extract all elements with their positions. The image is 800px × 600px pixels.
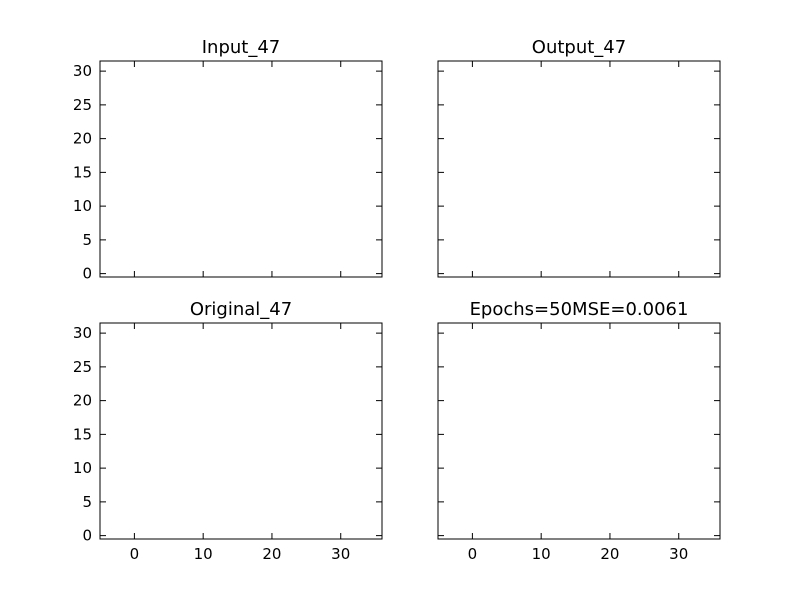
- y-tick-label: 15: [73, 163, 92, 181]
- y-tick-label: 20: [73, 392, 92, 410]
- y-tick-label: 15: [73, 425, 92, 443]
- bird-body: [197, 392, 262, 457]
- y-tick-label: 30: [73, 62, 92, 80]
- x-tick-label: 10: [194, 545, 213, 563]
- axes-frame: [437, 60, 721, 278]
- y-tick-label: 5: [82, 493, 92, 511]
- bird-head: [240, 203, 257, 220]
- panel-input: 0 5 10 15 20 25 30 Input_47: [73, 37, 383, 283]
- y-tick-label: 20: [73, 130, 92, 148]
- image-bird: [189, 81, 261, 219]
- panel-image-original: [189, 343, 261, 481]
- axes-frame: [437, 322, 721, 540]
- y-tick-label: 0: [82, 527, 92, 545]
- y-tick-label: 0: [82, 265, 92, 283]
- image-bird: [189, 343, 261, 481]
- bird-shadow: [527, 81, 596, 150]
- panel-title: Original_47: [190, 299, 292, 320]
- panel-image-input: [189, 81, 261, 219]
- x-tick-label: 20: [262, 545, 281, 563]
- panel-output: Output_47: [437, 37, 721, 278]
- bird-shadow: [189, 81, 258, 150]
- bird-head: [578, 203, 595, 220]
- y-tick-label: 10: [73, 197, 92, 215]
- panel-title: Epochs=50MSE=0.0061: [470, 299, 689, 320]
- x-tick-label: 10: [532, 545, 551, 563]
- bird-shadow: [189, 343, 258, 412]
- y-tick-label: 30: [73, 324, 92, 342]
- y-tick-label: 25: [73, 96, 92, 114]
- panel-original: 0 5 10 15 20 25 30 0 10 20 30 Original_47: [73, 299, 383, 563]
- x-tick-label: 20: [600, 545, 619, 563]
- bird-head: [240, 465, 257, 482]
- panel-summary: 0 10 20 30 Epochs=50MSE=0.0061: [437, 299, 721, 563]
- panel-image-output: [527, 81, 599, 219]
- y-tick-label: 5: [82, 231, 92, 249]
- bird-body: [197, 130, 262, 195]
- bird-body: [535, 130, 600, 195]
- panel-title: Input_47: [202, 37, 281, 58]
- image-bird: [527, 81, 599, 219]
- x-tick-label: 0: [468, 545, 478, 563]
- x-tick-label: 0: [130, 545, 140, 563]
- y-tick-label: 10: [73, 459, 92, 477]
- y-tick-label: 25: [73, 358, 92, 376]
- panel-title: Output_47: [532, 37, 626, 58]
- axes-frame: [99, 322, 383, 540]
- axes-frame: [99, 60, 383, 278]
- x-tick-label: 30: [669, 545, 688, 563]
- x-tick-label: 30: [331, 545, 350, 563]
